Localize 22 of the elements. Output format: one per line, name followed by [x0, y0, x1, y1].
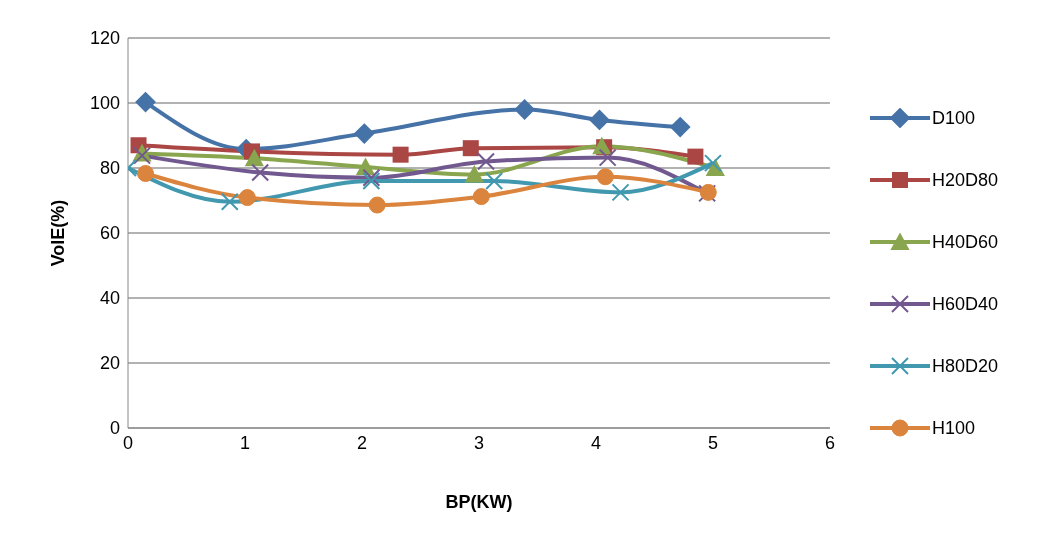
y-tick-label: 40 — [99, 288, 120, 309]
y-tick-label: 120 — [89, 28, 120, 49]
y-tick-label: 80 — [99, 158, 120, 179]
legend-label: H20D80 — [931, 169, 998, 192]
y-axis-title: VolE(%) — [48, 199, 69, 267]
y-tick-label: 100 — [89, 93, 120, 114]
x-tick-label: 1 — [239, 432, 250, 453]
y-tick-label: 20 — [99, 353, 120, 374]
legend-label: H40D60 — [931, 231, 998, 254]
y-tick-label: 60 — [99, 223, 120, 244]
x-tick-label: 3 — [473, 432, 484, 453]
x-tick-label: 5 — [707, 432, 718, 453]
legend-label: H100 — [931, 417, 975, 440]
y-tick-label: 0 — [109, 418, 120, 439]
x-tick-label: 6 — [824, 432, 835, 453]
legend-label: H80D20 — [931, 355, 998, 378]
x-axis-title: BP(KW) — [445, 492, 513, 512]
x-tick-label: 4 — [590, 432, 601, 453]
x-tick-label: 2 — [356, 432, 367, 453]
x-tick-label: 0 — [122, 432, 134, 453]
legend-label: H60D40 — [931, 293, 998, 316]
legend-label: D100 — [931, 107, 975, 130]
